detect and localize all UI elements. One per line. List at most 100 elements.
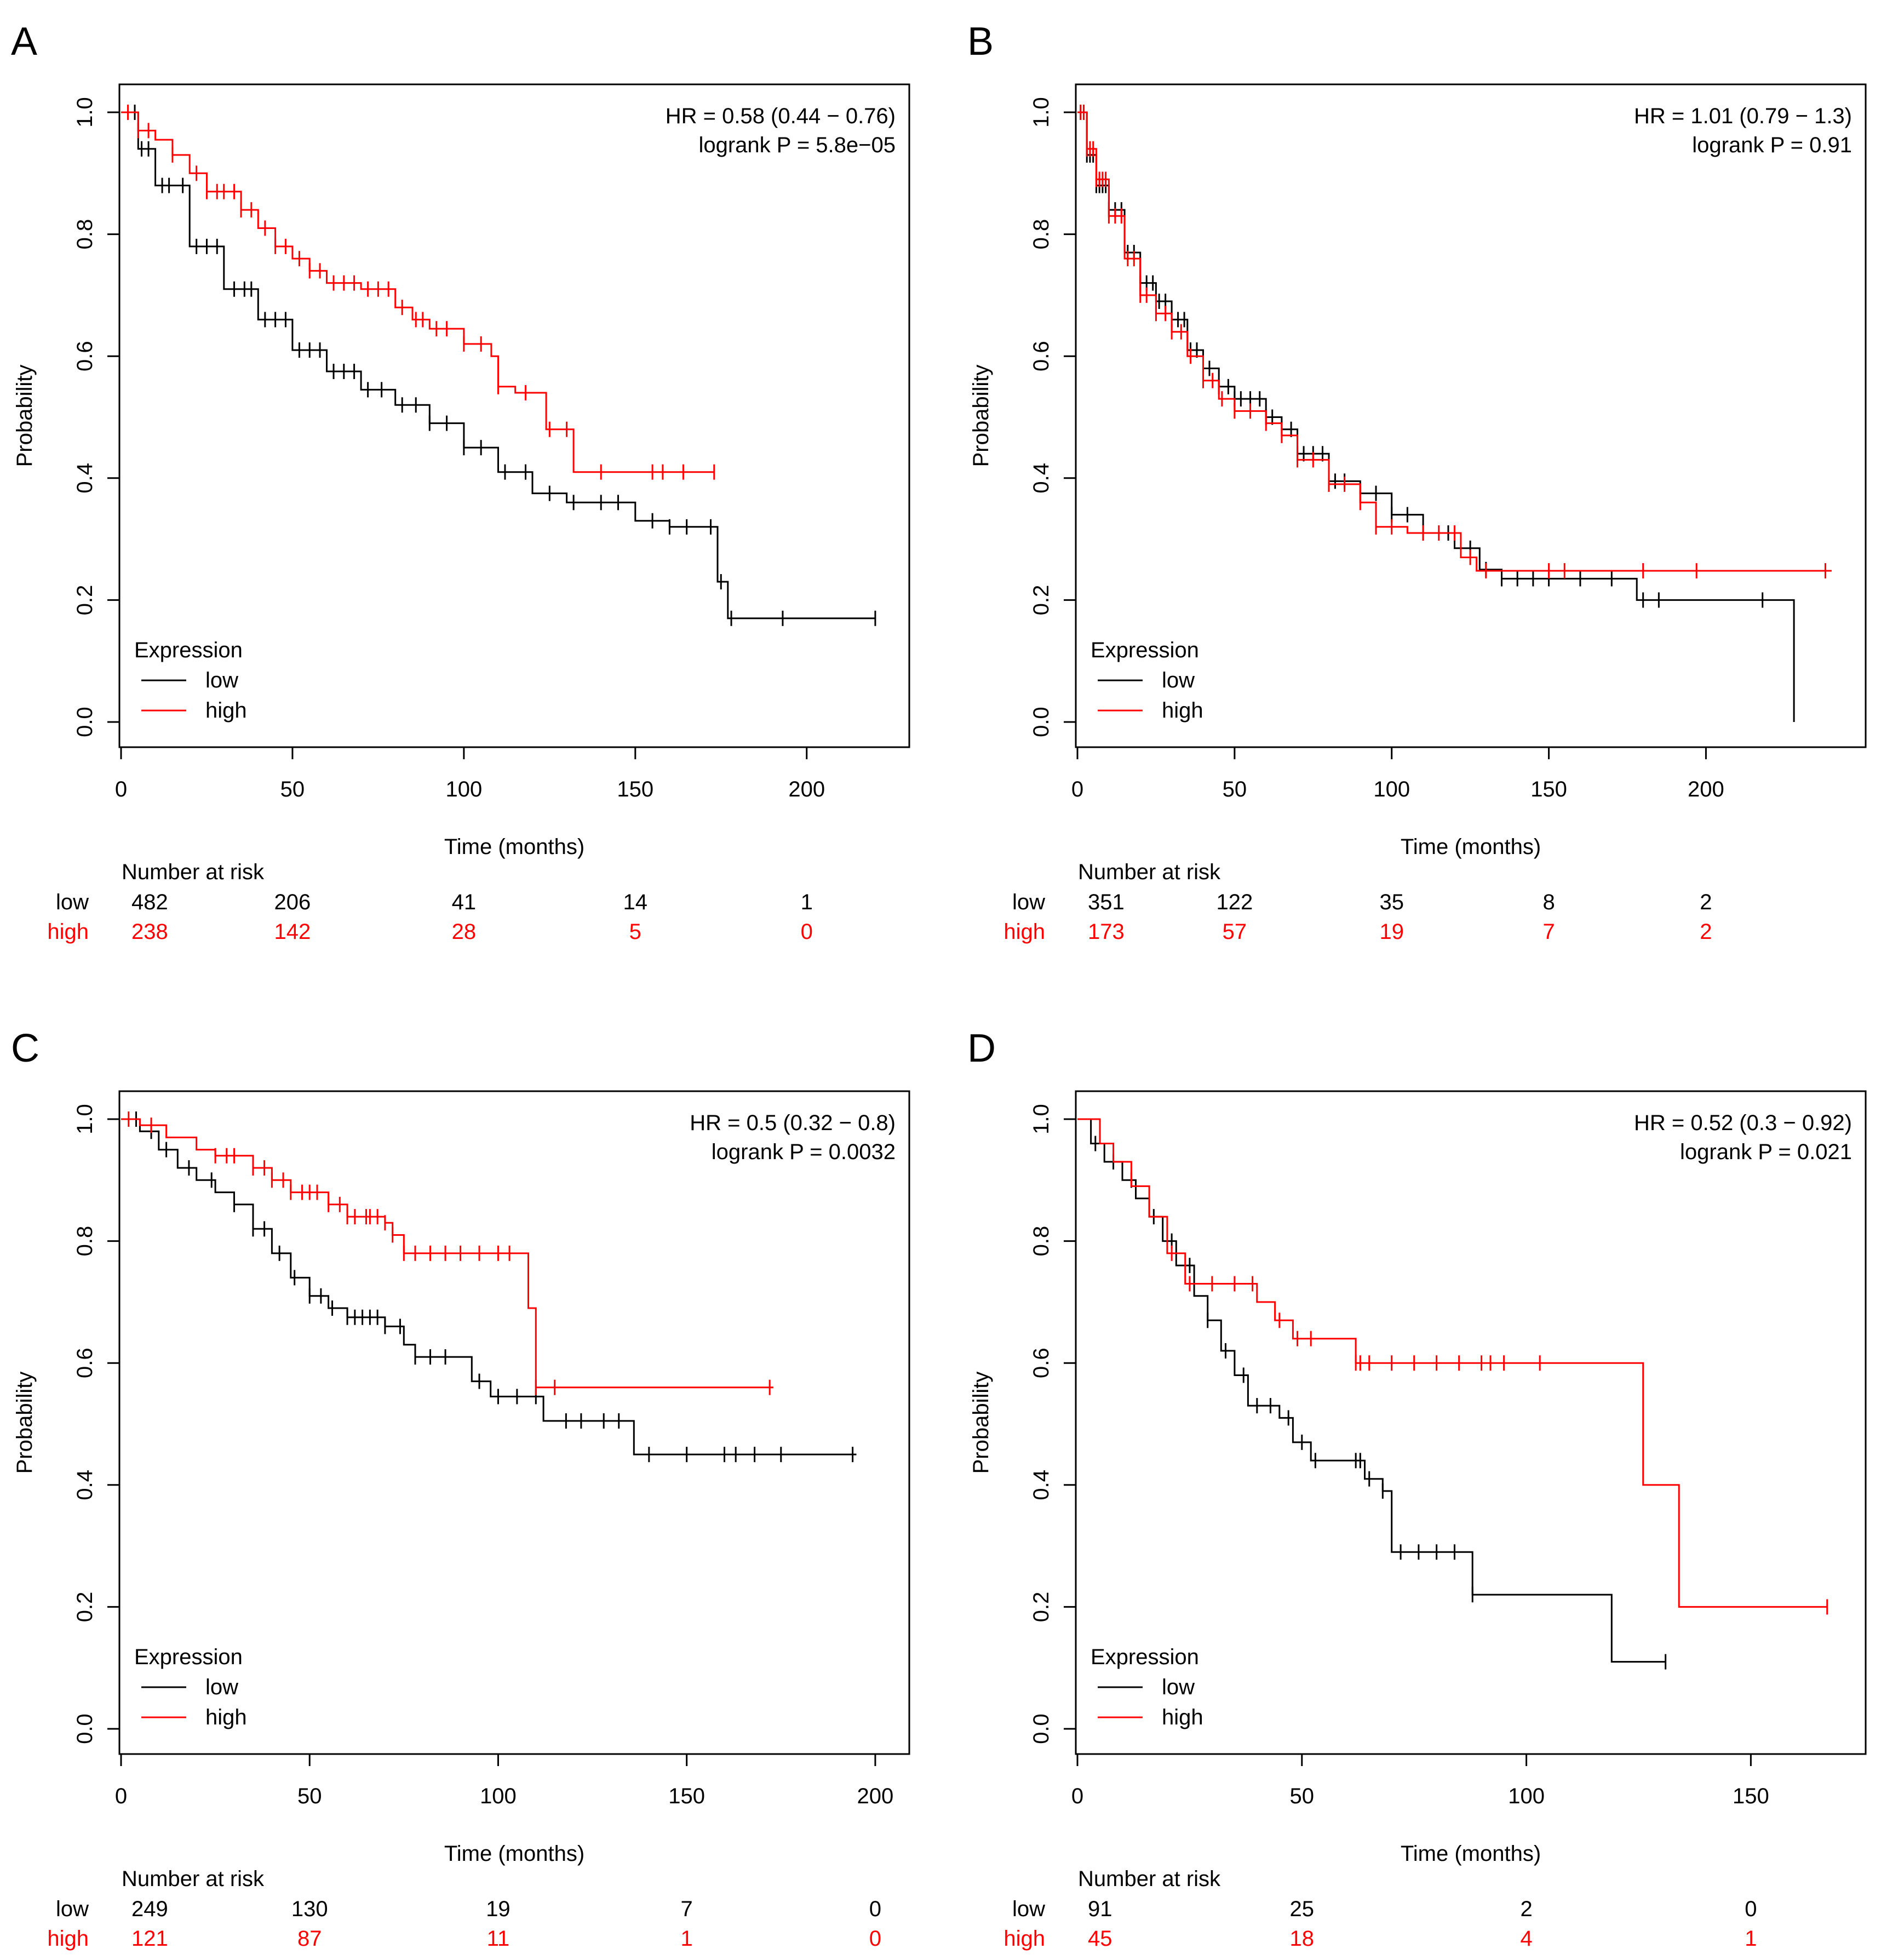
logrank-annotation: logrank P = 0.91	[1692, 133, 1852, 157]
y-tick-label: 0.4	[73, 463, 97, 494]
x-tick-label: 100	[445, 777, 482, 801]
y-tick-label: 0.6	[1029, 1348, 1053, 1378]
risk-row-label-high: high	[1003, 920, 1045, 944]
risk-row-label-low: low	[56, 1897, 89, 1921]
panel-d: D 0 50 100 150 Time (months) 0.0 0.2 0.4 0.6 0.8 1.…	[967, 1027, 1867, 1951]
risk-value: 1	[1745, 1927, 1757, 1951]
x-axis-label: Time (months)	[1401, 1842, 1541, 1866]
x-tick-label: 50	[1223, 777, 1247, 801]
series-low	[121, 1111, 857, 1463]
legend-label-high: high	[1162, 698, 1203, 723]
risk-row-label-low: low	[1012, 890, 1045, 914]
risk-value: 2	[1700, 920, 1712, 944]
y-axis: 0.0 0.2 0.4 0.6 0.8 1.0	[1029, 1104, 1076, 1744]
y-axis: 0.0 0.2 0.4 0.6 0.8 1.0	[1029, 97, 1076, 737]
hr-annotation: HR = 0.52 (0.3 − 0.92)	[1634, 1111, 1852, 1135]
risk-title: Number at risk	[122, 860, 265, 884]
x-tick-label: 150	[1733, 1784, 1769, 1808]
risk-value: 249	[131, 1897, 168, 1921]
y-axis: 0.0 0.2 0.4 0.6 0.8 1.0	[73, 1104, 119, 1744]
legend-label-high: high	[205, 698, 247, 723]
y-tick-label: 1.0	[73, 1104, 97, 1134]
logrank-annotation: logrank P = 0.0032	[712, 1140, 896, 1164]
legend-label-high: high	[205, 1705, 247, 1729]
x-axis: 0 50 100 150 200	[115, 747, 825, 801]
risk-value: 0	[869, 1927, 881, 1951]
x-tick-label: 0	[115, 777, 127, 801]
x-tick-label: 0	[115, 1784, 127, 1808]
plot-frame	[1075, 1090, 1867, 1755]
y-tick-label: 0.2	[1029, 585, 1053, 616]
risk-value: 2	[1700, 890, 1712, 914]
risk-value: 28	[452, 920, 477, 944]
risk-table: Number at risk low 91 25 2 0 high 45 18 4 1	[1003, 1867, 1757, 1951]
risk-value: 14	[623, 890, 648, 914]
risk-value: 130	[291, 1897, 328, 1921]
km-curve-low	[121, 111, 875, 620]
y-tick-label: 0.2	[73, 1592, 97, 1623]
y-tick-label: 0.2	[73, 585, 97, 616]
legend: Expression low high	[134, 1645, 247, 1729]
x-axis: 0 50 100 150 200	[115, 1754, 893, 1808]
risk-value: 173	[1088, 920, 1125, 944]
risk-value: 206	[274, 890, 311, 914]
y-tick-label: 0.8	[73, 219, 97, 250]
y-tick-label: 0.0	[1029, 1713, 1053, 1744]
risk-value: 41	[452, 890, 477, 914]
x-tick-label: 150	[617, 777, 653, 801]
km-curve-low	[1077, 111, 1795, 722]
y-tick-label: 0.0	[1029, 707, 1053, 737]
risk-value: 35	[1379, 890, 1404, 914]
hr-annotation: HR = 1.01 (0.79 − 1.3)	[1634, 104, 1852, 128]
risk-value: 7	[1542, 920, 1555, 944]
x-tick-label: 150	[1530, 777, 1567, 801]
risk-row-label-low: low	[1012, 1897, 1045, 1921]
risk-title: Number at risk	[1078, 860, 1221, 884]
x-axis-label: Time (months)	[444, 835, 584, 859]
risk-title: Number at risk	[1078, 1867, 1221, 1891]
risk-table: Number at risk low 351 122 35 8 2 high 173 57 19 7 2	[1003, 860, 1712, 944]
km-curve-high	[1077, 1118, 1827, 1608]
risk-value: 25	[1290, 1897, 1315, 1921]
logrank-annotation: logrank P = 5.8e−05	[698, 133, 896, 157]
risk-value: 142	[274, 920, 311, 944]
hr-annotation: HR = 0.5 (0.32 − 0.8)	[690, 1111, 896, 1135]
risk-value: 7	[681, 1897, 693, 1921]
legend-title: Expression	[1091, 1645, 1199, 1669]
y-tick-label: 0.8	[1029, 219, 1053, 250]
risk-value: 8	[1542, 890, 1555, 914]
legend-label-low: low	[1162, 1675, 1195, 1699]
plot-frame	[1075, 83, 1867, 748]
x-tick-label: 50	[297, 1784, 322, 1808]
x-tick-label: 50	[280, 777, 305, 801]
risk-table: Number at risk low 482 206 41 14 1 high 238 142 28…	[47, 860, 812, 944]
risk-value: 0	[869, 1897, 881, 1921]
risk-value: 4	[1520, 1927, 1532, 1951]
y-tick-label: 1.0	[1029, 97, 1053, 128]
y-tick-label: 0.8	[73, 1226, 97, 1257]
risk-value: 2	[1520, 1897, 1532, 1921]
x-tick-label: 0	[1071, 777, 1083, 801]
y-tick-label: 0.8	[1029, 1226, 1053, 1257]
x-axis-label: Time (months)	[1401, 835, 1541, 859]
risk-value: 87	[297, 1927, 322, 1951]
km-curve-high	[121, 1118, 773, 1389]
series-high	[121, 1111, 773, 1395]
x-axis: 0 50 100 150 200	[1071, 747, 1724, 801]
legend: Expression low high	[134, 638, 247, 723]
x-tick-label: 50	[1290, 1784, 1315, 1808]
risk-value: 121	[131, 1927, 168, 1951]
y-axis-label: Probability	[13, 1372, 37, 1474]
panel-label: B	[967, 20, 994, 64]
y-tick-label: 1.0	[73, 97, 97, 128]
risk-value: 238	[131, 920, 168, 944]
risk-value: 19	[486, 1897, 511, 1921]
risk-row-label-low: low	[56, 890, 89, 914]
x-axis: 0 50 100 150	[1071, 1754, 1769, 1808]
logrank-annotation: logrank P = 0.021	[1680, 1140, 1852, 1164]
series-low	[1077, 1118, 1667, 1670]
